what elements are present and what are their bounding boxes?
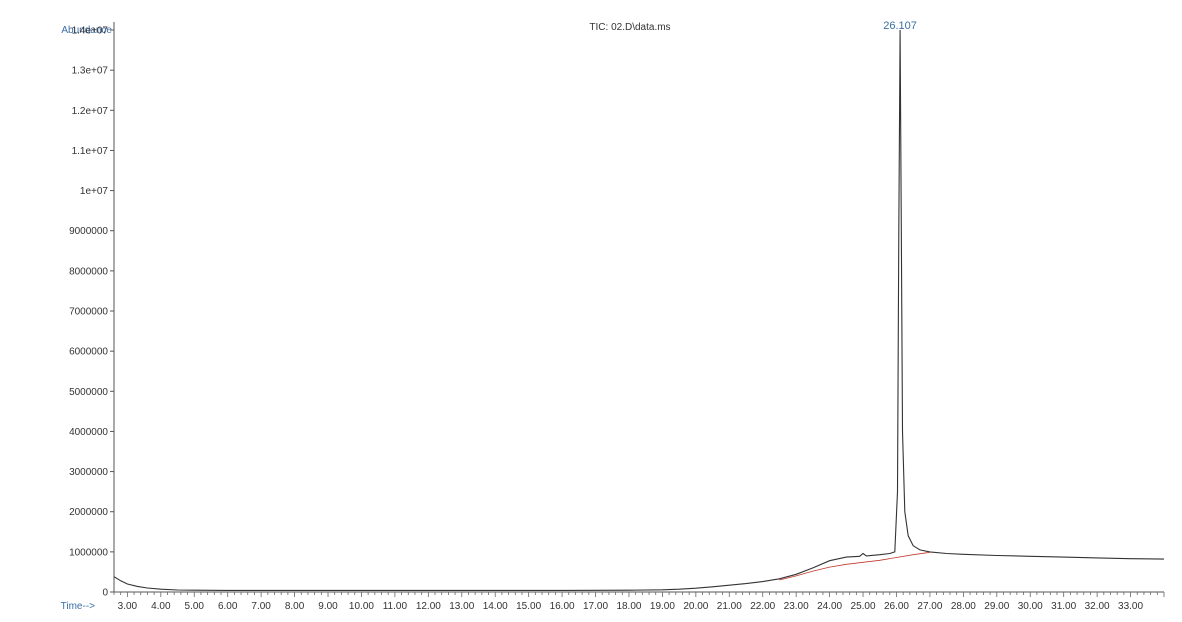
x-tick-label: 17.00 bbox=[583, 601, 608, 612]
x-axis-ticks: 3.00 4.00 5.00 6.00 7.00 8.00 9.00 10.00 11.00 12… bbox=[113, 592, 1165, 612]
x-tick-label: 23.00 bbox=[784, 601, 809, 612]
x-tick-label: 16.00 bbox=[550, 601, 575, 612]
y-axis-label: Abundance bbox=[61, 25, 112, 36]
y-tick-label: 1e+07 bbox=[80, 186, 109, 197]
y-tick-label: 2000000 bbox=[69, 507, 108, 518]
annotations: 26.107 bbox=[883, 20, 917, 32]
y-tick-label: 1000000 bbox=[69, 547, 108, 558]
y-tick-label: 4000000 bbox=[69, 427, 108, 438]
x-tick-label: 27.00 bbox=[917, 601, 942, 612]
axes bbox=[113, 22, 1164, 593]
x-tick-label: 18.00 bbox=[616, 601, 641, 612]
y-tick-label: 3000000 bbox=[69, 467, 108, 478]
y-axis-ticks: 0 1000000 2000000 3000000 4000000 5000000 6000… bbox=[69, 26, 114, 599]
x-tick-label: 13.00 bbox=[449, 601, 474, 612]
y-tick-label: 0 bbox=[102, 588, 108, 599]
y-tick-label: 9000000 bbox=[69, 226, 108, 237]
y-tick-label: 1.4e+07 bbox=[72, 26, 109, 37]
x-tick-label: 21.00 bbox=[717, 601, 742, 612]
y-tick-label: 6000000 bbox=[69, 347, 108, 358]
x-tick-label: 4.00 bbox=[151, 601, 171, 612]
peak-label: 26.107 bbox=[883, 20, 917, 32]
x-tick-label: 9.00 bbox=[318, 601, 338, 612]
y-tick-label: 1.2e+07 bbox=[72, 106, 109, 117]
baseline-trace-line bbox=[779, 551, 930, 581]
x-tick-label: 28.00 bbox=[951, 601, 976, 612]
x-tick-label: 30.00 bbox=[1018, 601, 1043, 612]
x-tick-label: 3.00 bbox=[118, 601, 138, 612]
x-tick-label: 19.00 bbox=[650, 601, 675, 612]
y-tick-label: 1.1e+07 bbox=[72, 146, 109, 157]
x-tick-label: 29.00 bbox=[984, 601, 1009, 612]
chart-title: TIC: 02.D\data.ms bbox=[589, 22, 670, 33]
x-tick-label: 25.00 bbox=[851, 601, 876, 612]
y-tick-label: 1.3e+07 bbox=[72, 66, 109, 77]
x-tick-label: 33.00 bbox=[1118, 601, 1143, 612]
x-tick-label: 31.00 bbox=[1051, 601, 1076, 612]
x-tick-label: 7.00 bbox=[251, 601, 271, 612]
x-tick-label: 24.00 bbox=[817, 601, 842, 612]
x-tick-label: 14.00 bbox=[483, 601, 508, 612]
x-axis-label: Time--> bbox=[61, 601, 96, 612]
x-tick-label: 8.00 bbox=[285, 601, 305, 612]
y-tick-label: 5000000 bbox=[69, 387, 108, 398]
tic-trace-line bbox=[113, 29, 1165, 591]
x-tick-label: 22.00 bbox=[750, 601, 775, 612]
x-tick-label: 10.00 bbox=[349, 601, 374, 612]
x-tick-label: 15.00 bbox=[516, 601, 541, 612]
series-layer bbox=[113, 29, 1165, 591]
x-tick-label: 20.00 bbox=[683, 601, 708, 612]
y-tick-label: 8000000 bbox=[69, 266, 108, 277]
x-tick-label: 32.00 bbox=[1085, 601, 1110, 612]
x-tick-label: 26.00 bbox=[884, 601, 909, 612]
x-tick-label: 12.00 bbox=[416, 601, 441, 612]
y-tick-label: 7000000 bbox=[69, 307, 108, 318]
x-tick-label: 5.00 bbox=[185, 601, 205, 612]
x-tick-label: 11.00 bbox=[383, 601, 408, 612]
x-tick-label: 6.00 bbox=[218, 601, 238, 612]
